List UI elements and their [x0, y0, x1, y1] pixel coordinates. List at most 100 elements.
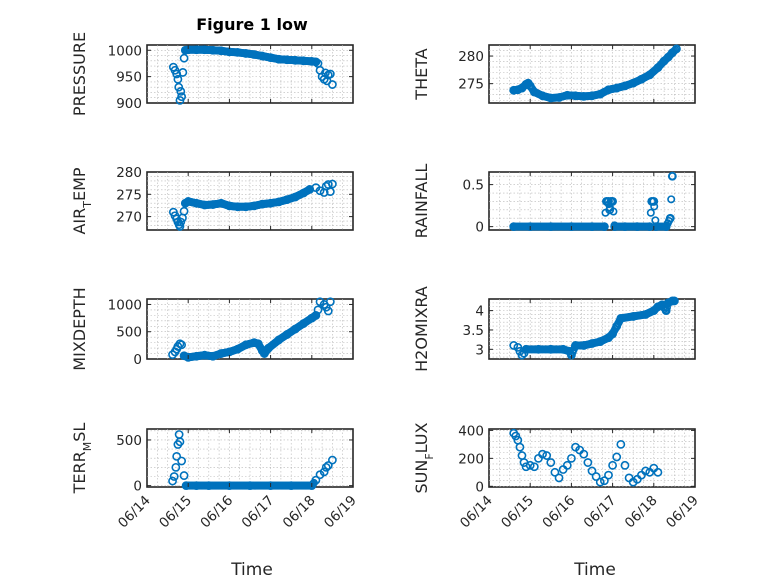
- data-point: [571, 341, 580, 350]
- data-point: [200, 350, 210, 360]
- subplot-theta: 275 280 THETA: [412, 44, 696, 104]
- data-point: [169, 472, 179, 481]
- data-point: [266, 481, 275, 491]
- data-point: [299, 319, 308, 328]
- data-point: [653, 467, 663, 477]
- data-point: [649, 197, 659, 206]
- y-tick-label: 200: [458, 451, 484, 467]
- data-point: [612, 452, 622, 462]
- data-point: [579, 91, 589, 101]
- y-tick-label: 500: [116, 325, 142, 341]
- subplot-rainfall: 0 0.5 RAINFALL: [412, 164, 696, 239]
- data-point: [529, 87, 539, 97]
- data-point: [257, 51, 267, 61]
- data-point: [233, 47, 243, 57]
- x-tick-label: 06/18: [622, 493, 661, 532]
- x-tick-label: 06/16: [539, 493, 578, 532]
- data-point: [599, 222, 609, 232]
- y-axis-label: AIRTEMP: [70, 167, 94, 234]
- x-axis-label-left: Time: [230, 560, 273, 580]
- data-point: [313, 305, 323, 315]
- data-point: [179, 351, 189, 361]
- data-point: [257, 199, 267, 209]
- subplot-sun: 0 200 400 06/14 06/15 06/16 06/17 06/18 06/19 SUN…: [412, 422, 702, 531]
- data-point: [327, 80, 337, 89]
- y-axis-label: H2OMIXRA: [412, 286, 431, 372]
- subplot-grid: 900 950 1000 PRESSURE 275 280 THETA 270 275 280 AI…: [70, 32, 702, 531]
- data-point: [282, 55, 292, 65]
- data-point: [546, 93, 556, 103]
- data-point: [542, 451, 552, 460]
- data-point: [612, 83, 622, 93]
- data-point: [667, 171, 677, 181]
- y-tick-label: 900: [116, 96, 142, 112]
- x-tick-label: 06/15: [156, 493, 195, 532]
- data-point: [509, 341, 519, 350]
- data-point: [562, 460, 572, 470]
- data-point: [562, 90, 572, 100]
- data-point: [509, 85, 519, 95]
- data-point: [583, 458, 593, 467]
- y-tick-label: 0.5: [463, 178, 484, 194]
- data-point: [546, 222, 556, 232]
- subplot-air: 270 275 280 AIRTEMP: [70, 165, 354, 235]
- data-point: [667, 195, 676, 204]
- y-tick-label: 950: [116, 70, 142, 86]
- data-point: [311, 310, 321, 320]
- data-point: [274, 54, 284, 64]
- data-point: [567, 453, 576, 463]
- data-point: [274, 197, 284, 207]
- data-point: [591, 472, 601, 481]
- x-tick-label: 06/19: [663, 493, 702, 532]
- data-point: [172, 452, 182, 461]
- data-point: [192, 481, 201, 491]
- data-point: [521, 344, 531, 354]
- data-point: [529, 462, 539, 472]
- data-point: [208, 351, 218, 361]
- data-point: [177, 340, 187, 350]
- x-tick-label: 06/14: [115, 493, 154, 532]
- data-point: [620, 222, 630, 232]
- y-axis-label: MIXDEPTH: [70, 287, 89, 370]
- data-point: [571, 91, 580, 101]
- data-point: [216, 349, 226, 358]
- figure-title: Figure 1 low: [196, 15, 308, 34]
- y-axis-label: RAINFALL: [412, 164, 431, 239]
- data-point: [241, 49, 251, 58]
- data-point: [595, 89, 605, 99]
- data-point: [174, 82, 184, 92]
- data-point: [670, 296, 679, 306]
- y-tick-label: 400: [458, 423, 484, 439]
- data-point: [651, 222, 661, 232]
- data-point: [641, 466, 650, 476]
- data-point: [233, 344, 243, 354]
- data-point: [525, 81, 535, 91]
- data-point: [299, 56, 308, 66]
- data-point: [325, 297, 335, 307]
- data-point: [233, 202, 243, 212]
- data-point: [546, 458, 556, 467]
- data-point: [605, 205, 615, 215]
- data-point: [608, 460, 617, 470]
- data-point: [608, 329, 617, 339]
- data-point: [311, 475, 321, 485]
- data-point: [325, 187, 335, 197]
- data-point: [595, 337, 605, 346]
- y-tick-label: 270: [116, 210, 142, 226]
- subplot-pressure: 900 950 1000 PRESSURE: [70, 32, 354, 116]
- data-point: [216, 46, 226, 56]
- data-point: [249, 338, 259, 348]
- data-point: [241, 202, 251, 212]
- data-point: [290, 55, 300, 65]
- y-tick-label: 0: [133, 479, 142, 495]
- subplot-h2omixra: 3 3.5 4 H2OMIXRA: [412, 286, 696, 372]
- data-point: [192, 45, 201, 55]
- data-point: [286, 481, 296, 491]
- y-tick-label: 500: [116, 433, 142, 449]
- data-point: [661, 306, 671, 316]
- x-tick-label: 06/19: [321, 493, 360, 532]
- data-point: [200, 200, 210, 210]
- data-point: [546, 344, 556, 354]
- data-point: [599, 476, 609, 486]
- data-point: [620, 460, 630, 470]
